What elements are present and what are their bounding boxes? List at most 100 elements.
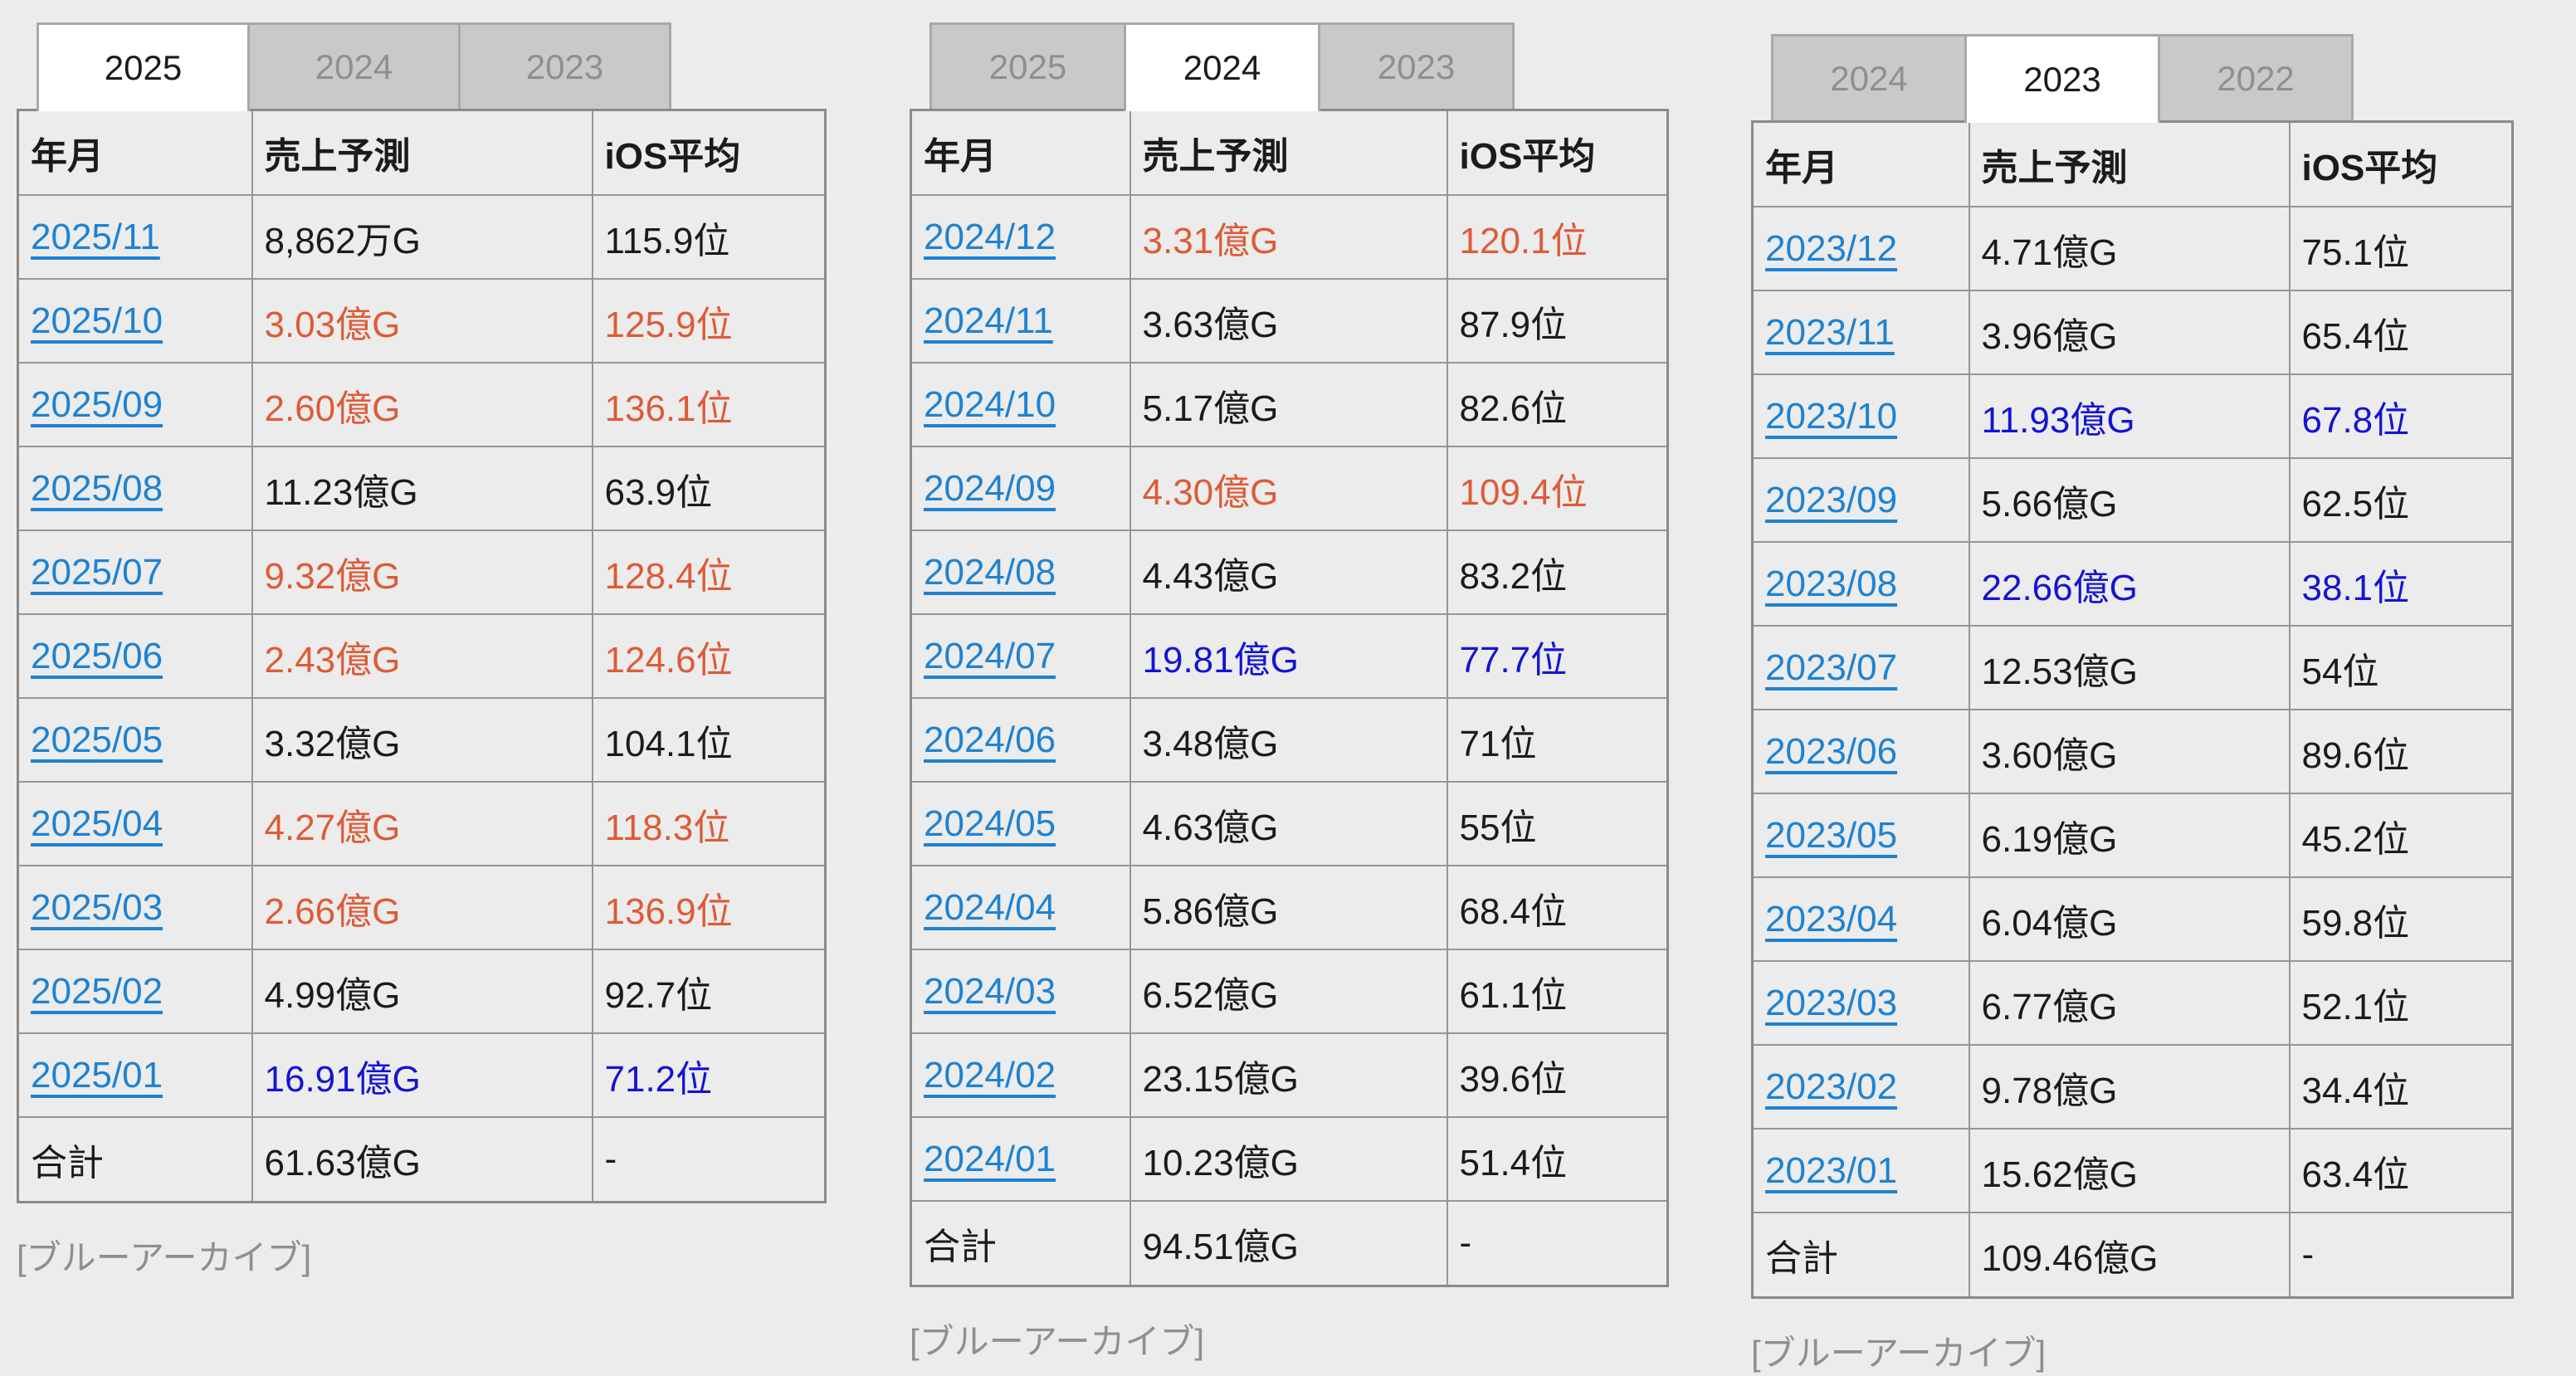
month-link[interactable]: 2024/03 — [924, 970, 1056, 1012]
sales-forecast-cell: 5.17億G — [1129, 362, 1448, 447]
month-cell: 2024/09 — [910, 446, 1131, 531]
tab-2023[interactable]: 2023 — [1318, 22, 1515, 109]
sales-panel-2023: 2024 2023 2022 年月 売上予測 iOS平均 2023/12 4.71億G 75.1… — [1751, 34, 2514, 1376]
ios-rank-cell: 83.2位 — [1446, 529, 1669, 615]
month-link[interactable]: 2023/04 — [1765, 898, 1898, 939]
month-link[interactable]: 2025/03 — [31, 886, 163, 928]
month-link[interactable]: 2024/11 — [924, 300, 1053, 341]
month-cell: 2025/10 — [17, 278, 253, 364]
month-link[interactable]: 2024/09 — [924, 467, 1056, 509]
tab-2022[interactable]: 2022 — [2158, 34, 2354, 120]
sales-forecast-cell: 8,862万G — [251, 194, 593, 280]
ios-rank-cell: 59.8位 — [2288, 876, 2514, 962]
month-cell: 2024/04 — [910, 865, 1131, 950]
month-link[interactable]: 2023/02 — [1765, 1066, 1898, 1107]
month-cell: 2025/03 — [17, 865, 253, 950]
tab-2024[interactable]: 2024 — [1771, 34, 1967, 120]
year-tabs: 2025 2024 2023 — [929, 22, 1669, 111]
source-caption: [ブルーアーカイブ] — [910, 1322, 1205, 1361]
total-label-cell: 合計 — [1751, 1212, 1970, 1299]
month-link[interactable]: 2025/01 — [31, 1054, 163, 1095]
year-tabs: 2024 2023 2022 — [1771, 34, 2514, 123]
month-link[interactable]: 2023/01 — [1765, 1149, 1898, 1191]
month-link[interactable]: 2023/10 — [1765, 395, 1898, 437]
month-link[interactable]: 2025/08 — [31, 467, 163, 509]
month-link[interactable]: 2025/11 — [31, 216, 160, 257]
month-link[interactable]: 2024/06 — [924, 719, 1056, 760]
table-row: 2024/08 4.43億G 83.2位 — [910, 529, 1669, 615]
month-link[interactable]: 2024/12 — [924, 216, 1056, 257]
month-cell: 2025/07 — [17, 529, 253, 615]
sales-forecast-cell: 2.66億G — [251, 865, 593, 950]
sales-forecast-column-header: 売上予測 — [1968, 120, 2291, 207]
month-link[interactable]: 2023/03 — [1765, 982, 1898, 1023]
month-cell: 2023/05 — [1751, 793, 1970, 878]
month-link[interactable]: 2024/05 — [924, 803, 1056, 844]
month-link[interactable]: 2024/08 — [924, 551, 1056, 593]
month-cell: 2025/09 — [17, 362, 253, 447]
month-cell: 2025/05 — [17, 697, 253, 783]
sales-forecast-cell: 3.96億G — [1968, 290, 2291, 375]
month-link[interactable]: 2025/09 — [31, 383, 163, 425]
table-row: 2023/01 15.62億G 63.4位 — [1751, 1128, 2514, 1213]
source-caption: [ブルーアーカイブ] — [17, 1238, 312, 1277]
month-link[interactable]: 2024/01 — [924, 1138, 1056, 1179]
month-link[interactable]: 2023/05 — [1765, 814, 1898, 856]
ios-rank-cell: 136.9位 — [591, 865, 827, 950]
month-link[interactable]: 2023/07 — [1765, 647, 1898, 688]
month-cell: 2025/04 — [17, 781, 253, 866]
header-row: 年月 売上予測 iOS平均 — [1751, 120, 2514, 207]
month-link[interactable]: 2023/11 — [1765, 311, 1895, 353]
month-link[interactable]: 2023/06 — [1765, 730, 1898, 772]
month-cell: 2024/08 — [910, 529, 1131, 615]
month-link[interactable]: 2025/10 — [31, 300, 163, 341]
tab-2025[interactable]: 2025 — [37, 22, 250, 111]
tab-2024[interactable]: 2024 — [1124, 22, 1320, 111]
table-row: 2025/01 16.91億G 71.2位 — [17, 1032, 827, 1118]
month-cell: 2025/11 — [17, 194, 253, 280]
tab-2025[interactable]: 2025 — [929, 22, 1126, 109]
table-row: 2025/07 9.32億G 128.4位 — [17, 529, 827, 615]
ios-rank-cell: 109.4位 — [1446, 446, 1669, 531]
ios-rank-cell: 34.4位 — [2288, 1044, 2514, 1130]
ios-rank-cell: 125.9位 — [591, 278, 827, 364]
month-cell: 2023/02 — [1751, 1044, 1970, 1130]
month-link[interactable]: 2025/06 — [31, 635, 163, 676]
month-link[interactable]: 2025/02 — [31, 970, 163, 1012]
month-column-header: 年月 — [1751, 120, 1970, 207]
month-link[interactable]: 2025/07 — [31, 551, 163, 593]
sales-forecast-cell: 6.04億G — [1968, 876, 2291, 962]
month-cell: 2023/08 — [1751, 541, 1970, 627]
total-row: 合計 94.51億G - — [910, 1200, 1669, 1287]
ios-rank-cell: 82.6位 — [1446, 362, 1669, 447]
month-link[interactable]: 2024/10 — [924, 383, 1056, 425]
monthly-sales-table-2023: 年月 売上予測 iOS平均 2023/12 4.71億G 75.1位 2023/11 3.96… — [1751, 120, 2514, 1299]
month-link[interactable]: 2024/07 — [924, 635, 1056, 676]
tab-2023[interactable]: 2023 — [458, 22, 671, 109]
sales-forecast-column-header: 売上予測 — [1129, 109, 1448, 196]
table-row: 2024/03 6.52億G 61.1位 — [910, 949, 1669, 1034]
sales-forecast-cell: 4.43億G — [1129, 529, 1448, 615]
month-link[interactable]: 2023/12 — [1765, 227, 1898, 269]
ios-rank-cell: 136.1位 — [591, 362, 827, 447]
month-link[interactable]: 2024/04 — [924, 886, 1056, 928]
month-link[interactable]: 2023/09 — [1765, 479, 1898, 520]
month-cell: 2024/06 — [910, 697, 1131, 783]
month-link[interactable]: 2025/05 — [31, 719, 163, 760]
ios-rank-cell: 104.1位 — [591, 697, 827, 783]
sales-forecast-cell: 6.19億G — [1968, 793, 2291, 878]
month-link[interactable]: 2023/08 — [1765, 563, 1898, 604]
month-link[interactable]: 2024/02 — [924, 1054, 1056, 1095]
sales-forecast-cell: 3.32億G — [251, 697, 593, 783]
month-link[interactable]: 2025/04 — [31, 803, 163, 844]
ios-rank-cell: 39.6位 — [1446, 1032, 1669, 1118]
tab-2024[interactable]: 2024 — [247, 22, 461, 109]
total-sales-cell: 109.46億G — [1968, 1212, 2291, 1299]
ios-rank-cell: 63.9位 — [591, 446, 827, 531]
sales-forecast-cell: 19.81億G — [1129, 613, 1448, 699]
ios-rank-cell: 67.8位 — [2288, 373, 2514, 459]
tab-2023[interactable]: 2023 — [1964, 34, 2160, 123]
ios-rank-cell: 87.9位 — [1446, 278, 1669, 364]
ios-rank-cell: 61.1位 — [1446, 949, 1669, 1034]
table-row: 2023/03 6.77億G 52.1位 — [1751, 960, 2514, 1046]
